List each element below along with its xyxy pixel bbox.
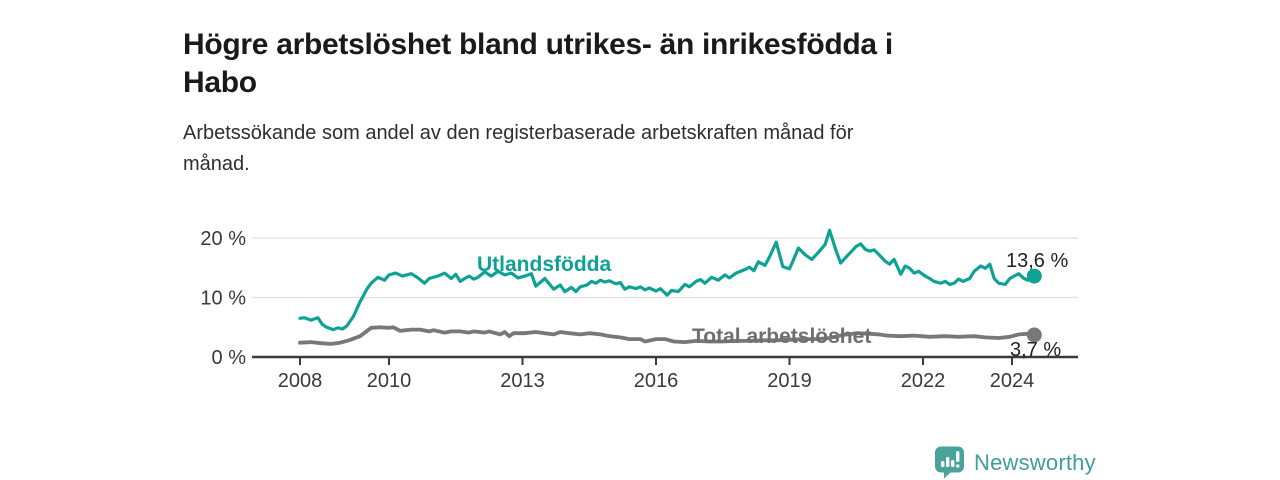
newsworthy-logo-text: Newsworthy bbox=[974, 449, 1096, 475]
newsworthy-logo: Newsworthy bbox=[934, 446, 1096, 479]
x-tick-label: 2013 bbox=[500, 370, 545, 392]
x-tick-label: 2024 bbox=[990, 370, 1035, 392]
x-tick-label: 2022 bbox=[901, 370, 946, 392]
series-line-utlandsfodda bbox=[298, 228, 1036, 332]
page-title-line1: Högre arbetslöshet bland utrikes- än inr… bbox=[183, 28, 893, 62]
end-value-label-total: 3,7 % bbox=[1010, 339, 1062, 361]
series-line-total bbox=[298, 325, 1037, 346]
chart-subtitle-line2: månad. bbox=[183, 153, 250, 175]
chart-subtitle: Arbetssökande som andel av den registerb… bbox=[183, 118, 1063, 180]
chart-subtitle-line1: Arbetssökande som andel av den registerb… bbox=[183, 122, 854, 144]
y-tick-label: 0 % bbox=[212, 347, 247, 369]
page-title-line2: Habo bbox=[183, 66, 257, 100]
y-tick-label: 10 % bbox=[200, 288, 246, 310]
x-tick-label: 2019 bbox=[767, 370, 812, 392]
page-title: Högre arbetslöshet bland utrikes- än inr… bbox=[183, 26, 1083, 102]
y-tick-label: 20 % bbox=[200, 228, 246, 250]
end-dot-total bbox=[1026, 327, 1042, 343]
series-label-utlandsfodda: Utlandsfödda bbox=[477, 253, 612, 276]
end-value-label-utlandsfodda: 13,6 % bbox=[1006, 250, 1069, 272]
x-tick-label: 2010 bbox=[367, 370, 412, 392]
bar-chart-speech-bubble-icon bbox=[935, 446, 964, 479]
end-dot-utlandsfodda bbox=[1026, 268, 1042, 284]
series-label-total-arbetsloshet: Total arbetslöshet bbox=[692, 325, 872, 348]
x-tick-label: 2008 bbox=[278, 370, 323, 392]
x-tick-label: 2016 bbox=[634, 370, 679, 392]
